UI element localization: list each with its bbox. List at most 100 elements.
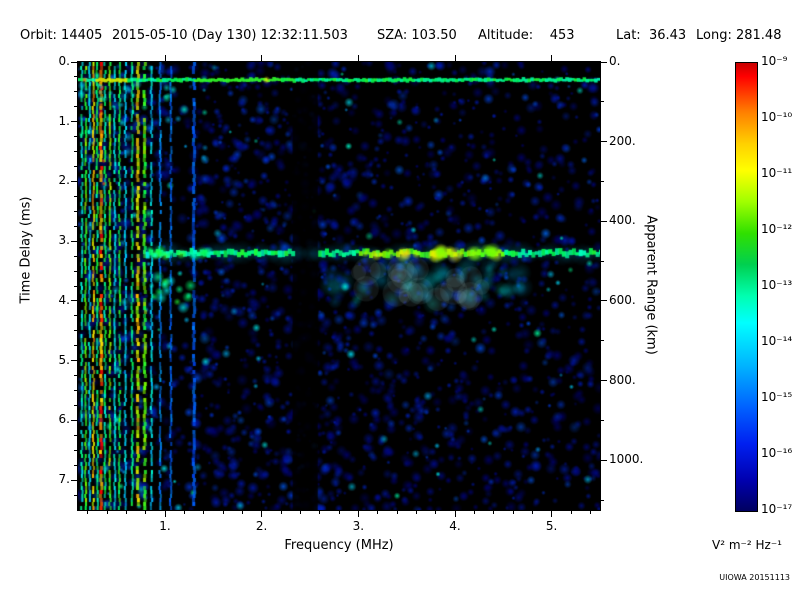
y-left-minor-tick <box>74 464 77 466</box>
x-tick-top <box>551 55 553 61</box>
header-datetime: 2015-05-10 (Day 130) 12:32:11.503 <box>112 28 348 43</box>
y-left-tick-label: 7. <box>58 472 70 487</box>
x-tick <box>551 511 553 517</box>
header-altitude: Altitude: 453 <box>478 28 575 43</box>
x-tick <box>357 511 359 517</box>
x-minor-tick <box>106 511 108 514</box>
y-right-tick-label: 800. <box>609 372 636 387</box>
y-left-tick-label: 6. <box>58 412 70 427</box>
y-right-tick-label: 400. <box>609 213 636 228</box>
y-left-minor-tick <box>74 255 77 257</box>
x-tick-label: 2. <box>255 519 268 533</box>
y-left-tick-label: 2. <box>58 173 70 188</box>
y-right-tick <box>601 380 607 382</box>
x-minor-tick <box>125 511 127 514</box>
y-left-minor-tick <box>74 166 77 168</box>
colorbar <box>735 62 758 512</box>
x-tick-top <box>454 55 456 61</box>
y-left-minor-tick <box>74 151 77 153</box>
y-left-minor-tick <box>74 76 77 78</box>
y-left-tick-label: 1. <box>58 113 70 128</box>
colorbar-tick-label: 10⁻¹⁷ <box>761 502 793 516</box>
x-minor-tick <box>531 511 533 514</box>
y-right-tick-label: 600. <box>609 292 636 307</box>
header-longitude: Long: 281.48 <box>696 28 782 43</box>
x-tick-label: 4. <box>449 519 461 533</box>
y-left-minor-tick <box>74 390 77 392</box>
credit-text: UIOWA 20151113 <box>719 573 790 582</box>
x-tick-top <box>164 55 166 61</box>
colorbar-unit-label: V² m⁻² Hz⁻¹ <box>712 538 782 552</box>
y-right-tick <box>601 61 607 63</box>
y-right-minor-tick <box>601 101 604 103</box>
x-minor-tick <box>87 511 89 514</box>
y-right-minor-tick <box>601 419 604 421</box>
x-tick-label: 3. <box>352 519 365 533</box>
y-left-minor-tick <box>74 270 77 272</box>
y-left-tick-label: 4. <box>58 292 70 307</box>
colorbar-tick-label: 10⁻¹⁴ <box>761 334 793 348</box>
y-right-minor-tick <box>601 180 604 182</box>
y-left-tick <box>71 479 77 481</box>
x-minor-tick <box>319 511 321 514</box>
x-minor-tick <box>222 511 224 514</box>
y-left-minor-tick <box>74 315 77 317</box>
x-minor-tick <box>280 511 282 514</box>
y-right-tick <box>601 141 607 143</box>
y-left-tick-label: 0. <box>58 54 70 68</box>
y-axis-label-right: Apparent Range (km) <box>643 215 659 355</box>
y-left-tick <box>71 360 77 362</box>
colorbar-tick-label: 10⁻¹² <box>761 222 793 236</box>
x-minor-tick <box>241 511 243 514</box>
y-left-minor-tick <box>74 345 77 347</box>
y-left-tick <box>71 419 77 421</box>
y-left-minor-tick <box>74 195 77 197</box>
x-minor-tick <box>338 511 340 514</box>
x-tick <box>164 511 166 517</box>
colorbar-tick-label: 10⁻¹³ <box>761 278 793 292</box>
x-minor-tick <box>512 511 514 514</box>
x-minor-tick <box>570 511 572 514</box>
header-orbit: Orbit: 14405 <box>20 28 103 43</box>
y-left-tick <box>71 180 77 182</box>
colorbar-tick-label: 10⁻¹⁰ <box>761 110 793 124</box>
x-axis-label: Frequency (MHz) <box>284 538 394 553</box>
y-left-minor-tick <box>74 106 77 108</box>
x-tick <box>454 511 456 517</box>
y-right-tick <box>601 459 607 461</box>
y-right-tick-label: 200. <box>609 133 636 148</box>
y-left-minor-tick <box>74 434 77 436</box>
y-right-minor-tick <box>601 499 604 501</box>
y-left-tick <box>71 61 77 63</box>
x-minor-tick <box>203 511 205 514</box>
x-minor-tick <box>145 511 147 514</box>
y-axis-label-left: Time Delay (ms) <box>18 196 34 304</box>
colorbar-tick-label: 10⁻¹¹ <box>761 166 793 180</box>
y-left-minor-tick <box>74 449 77 451</box>
y-left-tick-label: 3. <box>58 233 70 248</box>
x-tick-top <box>261 55 263 61</box>
header-sza: SZA: 103.50 <box>377 28 457 43</box>
y-right-minor-tick <box>601 340 604 342</box>
colorbar-tick-label: 10⁻¹⁶ <box>761 446 793 460</box>
x-minor-tick <box>299 511 301 514</box>
y-left-tick <box>71 121 77 123</box>
y-right-tick-label: 1000. <box>609 452 644 467</box>
y-left-minor-tick <box>74 210 77 212</box>
y-left-minor-tick <box>74 136 77 138</box>
x-tick-top <box>357 55 359 61</box>
x-minor-tick <box>493 511 495 514</box>
x-minor-tick <box>415 511 417 514</box>
colorbar-tick-label: 10⁻¹⁵ <box>761 390 793 404</box>
x-minor-tick <box>589 511 591 514</box>
y-left-tick <box>71 300 77 302</box>
y-right-minor-tick <box>601 260 604 262</box>
x-tick <box>261 511 263 517</box>
y-left-minor-tick <box>74 404 77 406</box>
y-right-tick <box>601 220 607 222</box>
y-left-tick <box>71 240 77 242</box>
y-right-tick <box>601 300 607 302</box>
header-latitude: Lat: 36.43 <box>616 28 687 43</box>
x-minor-tick <box>183 511 185 514</box>
